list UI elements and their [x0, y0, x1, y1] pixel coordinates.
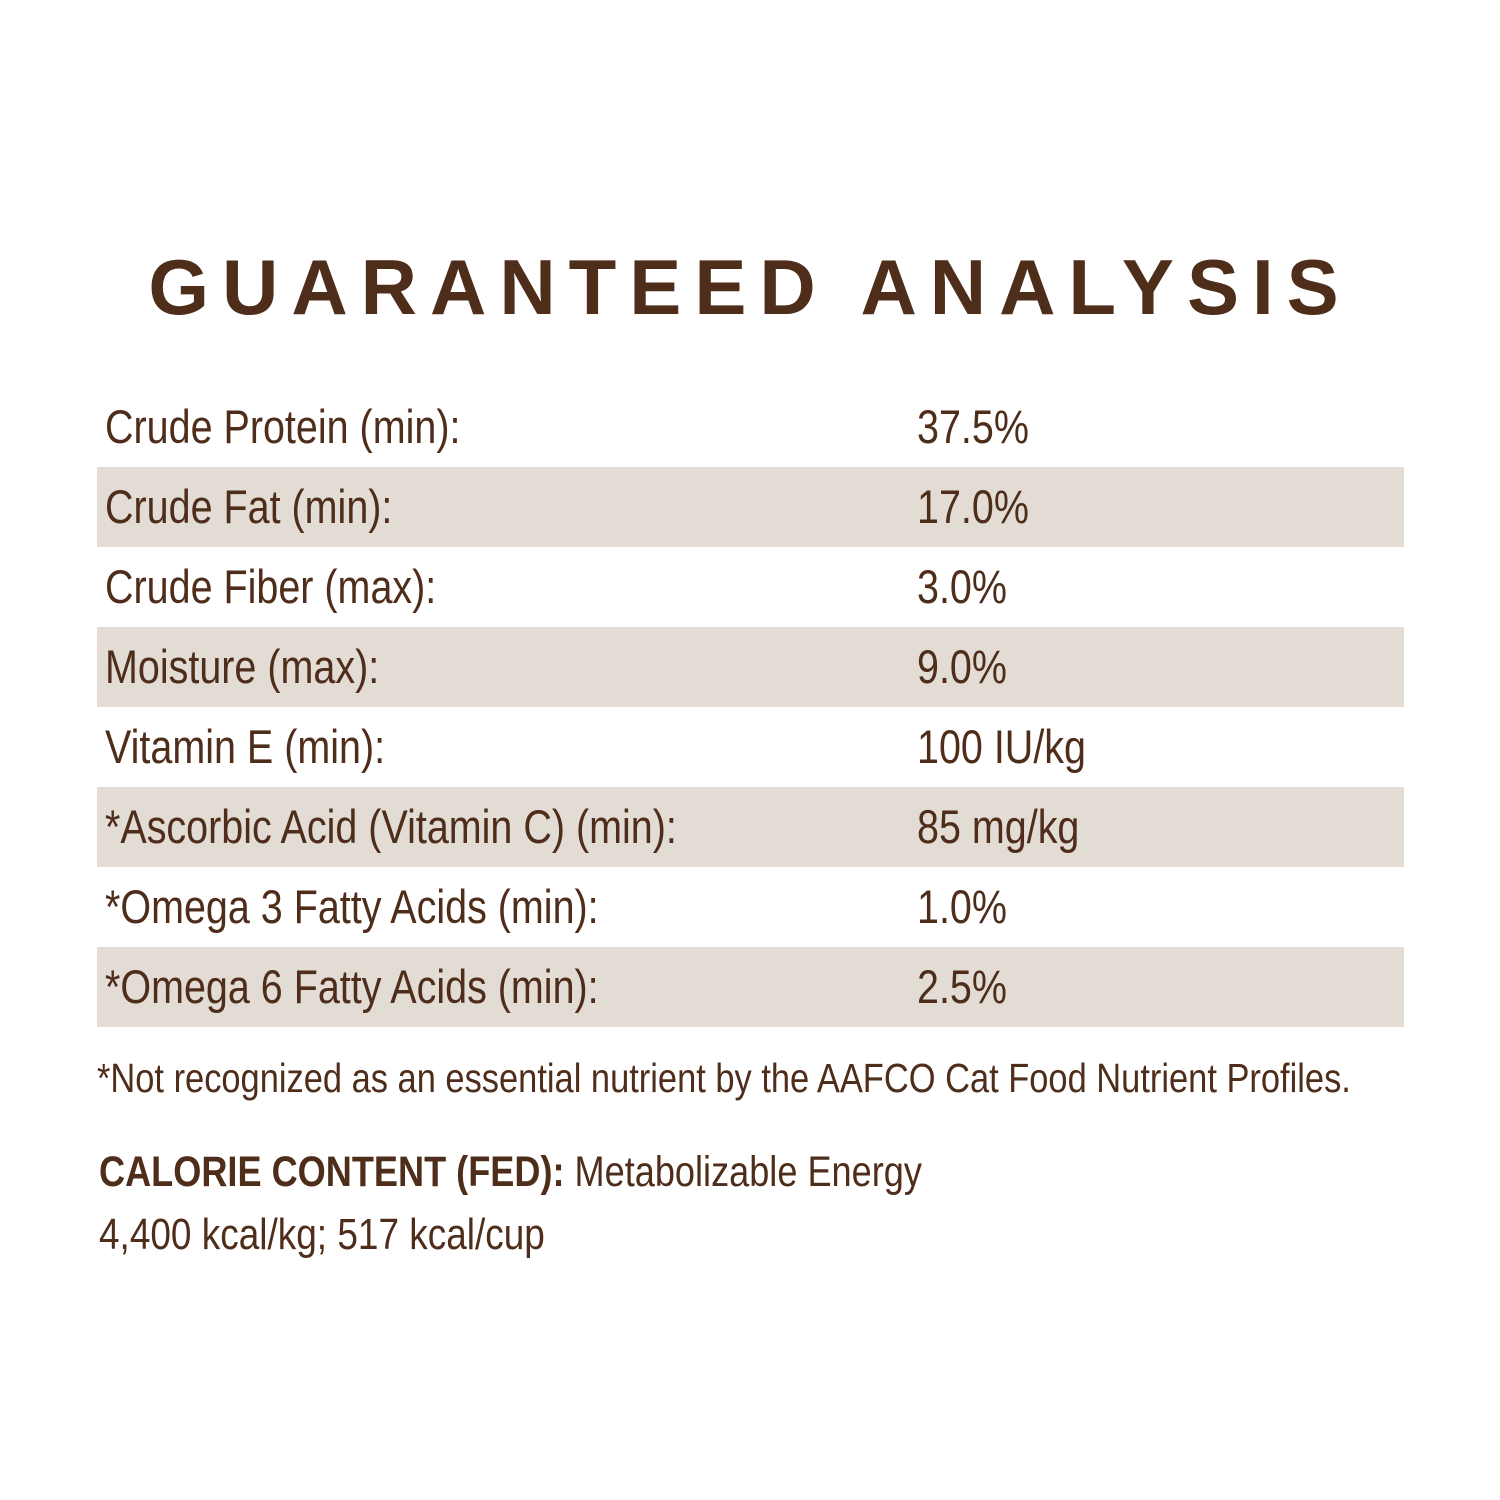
calorie-content-heading: CALORIE CONTENT (FED):: [99, 1148, 565, 1196]
footnote-text: *Not recognized as an essential nutrient…: [97, 1055, 1351, 1101]
row-value: 17.0%: [917, 480, 1029, 533]
row-label: Vitamin E (min):: [105, 720, 386, 773]
page-title-text: GUARANTEED ANALYSIS: [148, 243, 1352, 331]
table-row: *Ascorbic Acid (Vitamin C) (min): 85 mg/k…: [97, 787, 1404, 867]
table-row: Moisture (max): 9.0%: [97, 627, 1404, 707]
row-label: Crude Fat (min):: [105, 480, 393, 533]
row-value: 100 IU/kg: [917, 720, 1086, 773]
row-value: 2.5%: [917, 960, 1007, 1013]
table-row: *Omega 3 Fatty Acids (min): 1.0%: [97, 867, 1404, 947]
calorie-values-text: 4,400 kcal/kg; 517 kcal/cup: [99, 1210, 545, 1259]
table-row: *Omega 6 Fatty Acids (min): 2.5%: [97, 947, 1404, 1027]
table-row: Vitamin E (min): 100 IU/kg: [97, 707, 1404, 787]
row-value: 3.0%: [917, 560, 1007, 613]
row-value: 85 mg/kg: [917, 800, 1080, 853]
row-label: Moisture (max):: [105, 640, 380, 693]
row-label: *Omega 6 Fatty Acids (min):: [105, 960, 599, 1013]
page-title: GUARANTEED ANALYSIS: [0, 248, 1500, 326]
row-label: Crude Fiber (max):: [105, 560, 437, 613]
table-row: Crude Fiber (max): 3.0%: [97, 547, 1404, 627]
calorie-values-line: 4,400 kcal/kg; 517 kcal/cup: [99, 1208, 630, 1262]
row-label: *Ascorbic Acid (Vitamin C) (min):: [105, 800, 677, 853]
footnote: *Not recognized as an essential nutrient…: [97, 1053, 1500, 1103]
row-value: 1.0%: [917, 880, 1007, 933]
table-row: Crude Fat (min): 17.0%: [97, 467, 1404, 547]
row-value: 9.0%: [917, 640, 1007, 693]
row-label: Crude Protein (min):: [105, 400, 461, 453]
row-value: 37.5%: [917, 400, 1029, 453]
analysis-table: Crude Protein (min): 37.5% Crude Fat (min)…: [97, 387, 1404, 1027]
row-label: *Omega 3 Fatty Acids (min):: [105, 880, 599, 933]
calorie-content-subtitle: Metabolizable Energy: [574, 1148, 922, 1196]
table-row: Crude Protein (min): 37.5%: [97, 387, 1404, 467]
calorie-content-line: CALORIE CONTENT (FED): Metabolizable Ene…: [99, 1146, 1079, 1198]
